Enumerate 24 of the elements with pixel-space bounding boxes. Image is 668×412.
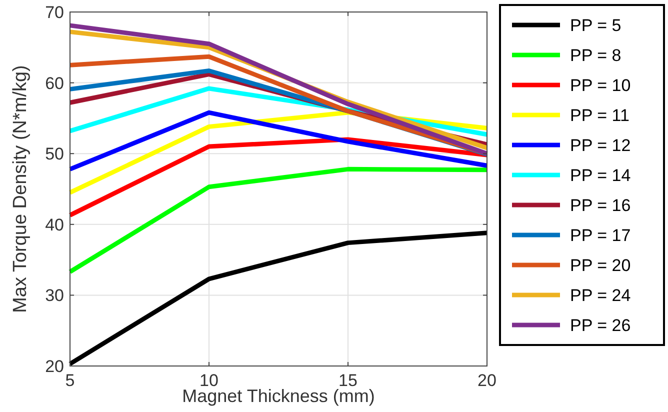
x-tick-label: 5 xyxy=(65,371,75,390)
line-series xyxy=(68,166,490,274)
legend-label: PP = 14 xyxy=(570,166,631,185)
y-tick-label: 50 xyxy=(45,144,64,164)
y-tick-label: 70 xyxy=(45,3,64,22)
x-tick-label: 20 xyxy=(478,371,496,390)
line-series xyxy=(68,110,490,172)
y-tick-label: 60 xyxy=(45,74,64,93)
legend-label: PP = 20 xyxy=(570,256,631,275)
legend-label: PP = 17 xyxy=(570,226,631,245)
y-tick-label: 30 xyxy=(45,286,64,306)
legend-label: PP = 26 xyxy=(570,316,631,335)
line-series xyxy=(68,137,490,218)
line-series xyxy=(68,230,490,366)
y-tick-label: 20 xyxy=(45,357,64,376)
legend-label: PP = 16 xyxy=(570,196,631,215)
legend-label: PP = 8 xyxy=(570,46,622,65)
legend-label: PP = 11 xyxy=(570,106,630,125)
legend-label: PP = 24 xyxy=(570,286,631,305)
legend-label: PP = 12 xyxy=(570,136,631,155)
legend-label: PP = 10 xyxy=(570,76,631,95)
y-tick-label: 40 xyxy=(45,215,64,234)
legend-label: PP = 5 xyxy=(570,16,622,35)
y-axis-title: Max Torque Density (N*m/kg) xyxy=(10,65,31,313)
